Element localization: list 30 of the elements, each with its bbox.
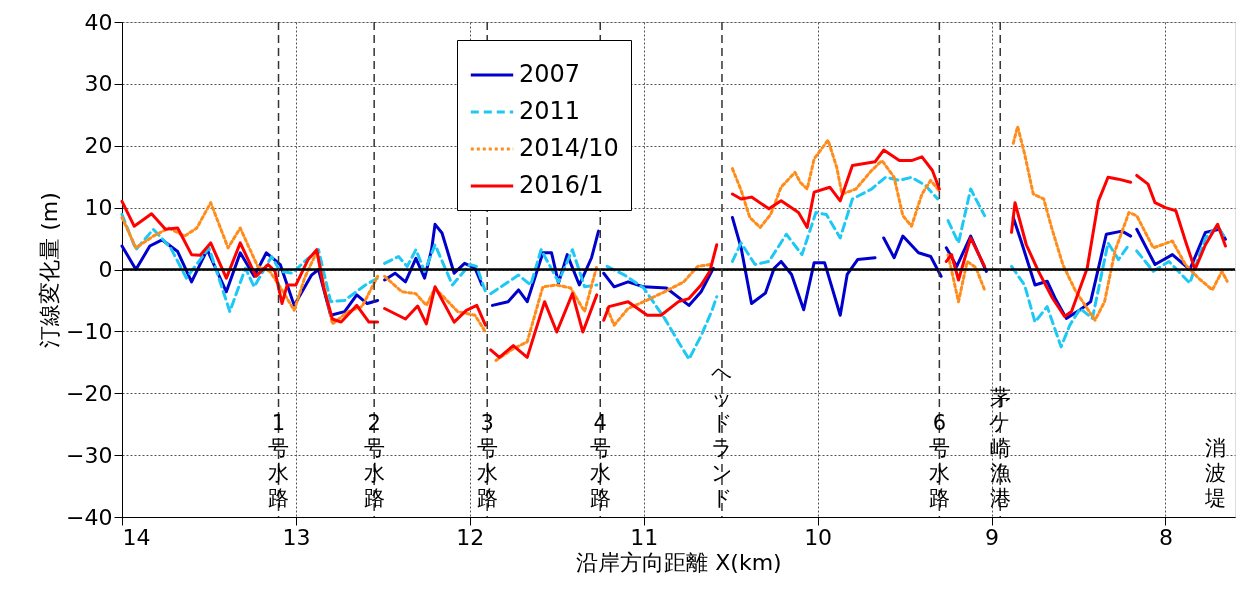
y-tick-label: 20 bbox=[84, 133, 113, 159]
y-tick-label: −10 bbox=[66, 318, 113, 344]
y-tick-label: 10 bbox=[84, 195, 113, 221]
legend-label: 2016/1 bbox=[519, 171, 604, 199]
x-axis-title: 沿岸方向距離 X(km) bbox=[576, 549, 782, 575]
ref-line-label: 3号水路 bbox=[476, 411, 498, 510]
y-tick-label: 40 bbox=[84, 9, 113, 35]
x-tick-label: 10 bbox=[804, 524, 833, 550]
ref-line-label: 6号水路 bbox=[928, 411, 950, 510]
ref-line-label: 2号水路 bbox=[363, 411, 385, 510]
x-tick-label: 14 bbox=[122, 524, 151, 550]
x-tick-label: 8 bbox=[1158, 524, 1173, 550]
ref-line-label: ヘッドランド bbox=[710, 361, 733, 510]
annotation: 消波堤 bbox=[1203, 436, 1226, 510]
y-tick-label: −20 bbox=[66, 380, 113, 406]
legend-label: 2014/10 bbox=[519, 134, 619, 162]
x-tick-label: 12 bbox=[456, 524, 485, 550]
y-tick-label: −40 bbox=[66, 504, 113, 530]
y-axis-title: 汀線変化量 (m) bbox=[37, 192, 63, 348]
y-tick-label: 0 bbox=[98, 257, 113, 282]
y-tick-label: −30 bbox=[66, 442, 113, 468]
x-tick-label: 9 bbox=[985, 524, 1000, 550]
legend-label: 2007 bbox=[519, 60, 581, 88]
legend-label: 2011 bbox=[519, 97, 581, 125]
x-tick-label: 13 bbox=[282, 524, 311, 550]
ref-line-label: 1号水路 bbox=[268, 411, 290, 510]
y-tick-label: 30 bbox=[84, 71, 113, 97]
ref-line-label: 茅ケ崎漁港 bbox=[989, 386, 1012, 510]
x-tick-label: 11 bbox=[630, 524, 659, 550]
ref-line-label: 4号水路 bbox=[589, 411, 611, 510]
